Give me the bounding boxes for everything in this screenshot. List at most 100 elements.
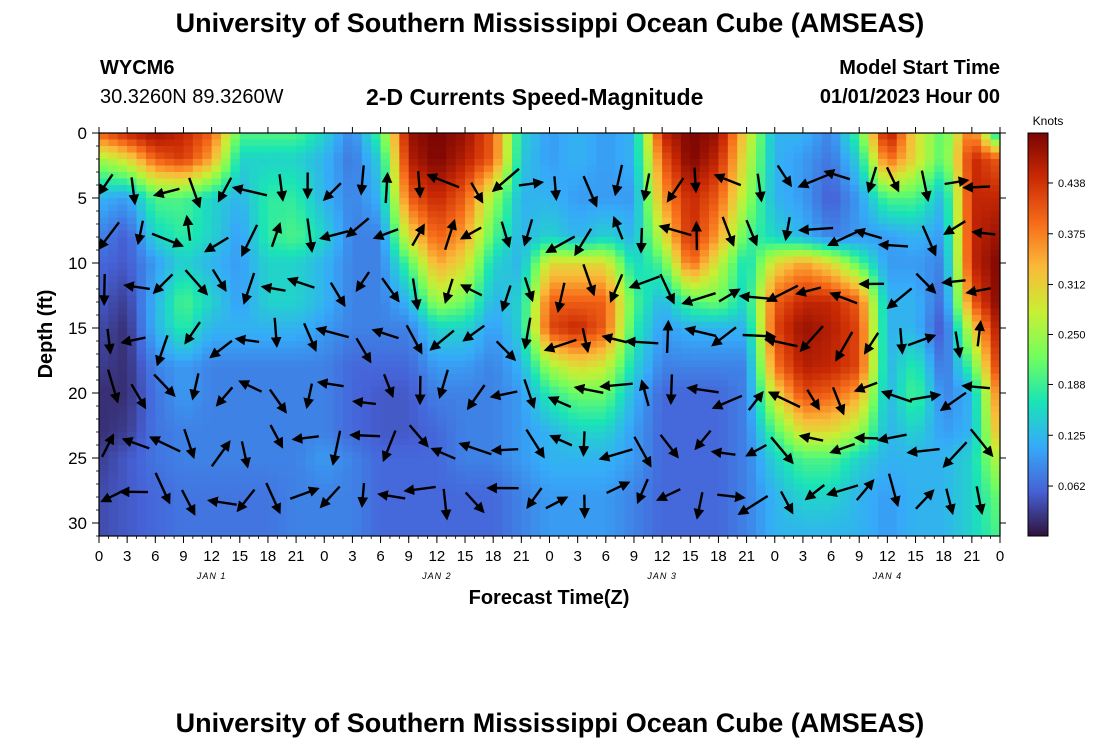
heatmap-cell xyxy=(662,315,673,323)
heatmap-cell xyxy=(652,367,663,375)
heatmap-cell xyxy=(474,419,485,427)
heatmap-cell xyxy=(831,276,842,284)
heatmap-cell xyxy=(511,425,522,433)
heatmap-cell xyxy=(108,523,119,531)
heatmap-cell xyxy=(145,367,156,375)
heatmap-cell xyxy=(652,295,663,303)
heatmap-cell xyxy=(784,191,795,199)
heatmap-cell xyxy=(427,276,438,284)
heatmap-cell xyxy=(446,185,457,193)
heatmap-cell xyxy=(765,302,776,310)
heatmap-cell xyxy=(164,399,175,407)
heatmap-cell xyxy=(286,341,297,349)
heatmap-cell xyxy=(343,386,354,394)
heatmap-cell xyxy=(784,308,795,316)
heatmap-cell xyxy=(549,490,560,498)
heatmap-cell xyxy=(474,230,485,238)
heatmap-cell xyxy=(633,224,644,232)
heatmap-cell xyxy=(380,464,391,472)
heatmap-cell xyxy=(755,308,766,316)
heatmap-cell xyxy=(709,471,720,479)
heatmap-cell xyxy=(831,464,842,472)
heatmap-cell xyxy=(108,204,119,212)
heatmap-cell xyxy=(530,146,541,154)
heatmap-cell xyxy=(784,497,795,505)
heatmap-cell xyxy=(812,159,823,167)
heatmap-cell xyxy=(296,133,307,141)
heatmap-cell xyxy=(296,451,307,459)
heatmap-cell xyxy=(352,347,363,355)
heatmap-cell xyxy=(164,243,175,251)
heatmap-cell xyxy=(587,373,598,381)
heatmap-cell xyxy=(145,510,156,518)
heatmap-cell xyxy=(136,406,147,414)
heatmap-cell xyxy=(793,269,804,277)
heatmap-cell xyxy=(145,165,156,173)
heatmap-cell xyxy=(671,302,682,310)
heatmap-cell xyxy=(549,523,560,531)
heatmap-cell xyxy=(455,354,466,362)
heatmap-cell xyxy=(155,393,166,401)
heatmap-cell xyxy=(624,269,635,277)
heatmap-cell xyxy=(108,224,119,232)
heatmap-cell xyxy=(587,347,598,355)
heatmap-cell xyxy=(483,276,494,284)
heatmap-cell xyxy=(192,146,203,154)
heatmap-cell xyxy=(540,276,551,284)
heatmap-cell xyxy=(324,146,335,154)
heatmap-cell xyxy=(333,341,344,349)
heatmap-cell xyxy=(530,334,541,342)
heatmap-cell xyxy=(465,373,476,381)
heatmap-cell xyxy=(389,308,400,316)
heatmap-cell xyxy=(709,484,720,492)
heatmap-cell xyxy=(361,191,372,199)
heatmap-cell xyxy=(192,315,203,323)
heatmap-cell xyxy=(793,503,804,511)
heatmap-cell xyxy=(511,217,522,225)
heatmap-cell xyxy=(605,399,616,407)
heatmap-cell xyxy=(314,432,325,440)
heatmap-cell xyxy=(371,529,382,536)
heatmap-cell xyxy=(174,159,185,167)
heatmap-cell xyxy=(540,497,551,505)
heatmap-cell xyxy=(680,399,691,407)
heatmap-cell xyxy=(314,269,325,277)
heatmap-cell xyxy=(127,146,138,154)
heatmap-cell xyxy=(605,406,616,414)
heatmap-cell xyxy=(192,347,203,355)
heatmap-cell xyxy=(784,282,795,290)
heatmap-cell xyxy=(821,269,832,277)
heatmap-cell xyxy=(690,341,701,349)
heatmap-cell xyxy=(117,185,128,193)
heatmap-cell xyxy=(568,302,579,310)
heatmap-cell xyxy=(568,237,579,245)
heatmap-cell xyxy=(136,419,147,427)
heatmap-cell xyxy=(493,380,504,388)
heatmap-cell xyxy=(511,438,522,446)
heatmap-cell xyxy=(502,159,513,167)
heatmap-cell xyxy=(652,224,663,232)
heatmap-cell xyxy=(746,367,757,375)
heatmap-cell xyxy=(427,139,438,147)
heatmap-cell xyxy=(258,399,269,407)
heatmap-cell xyxy=(568,139,579,147)
heatmap-cell xyxy=(211,263,222,271)
heatmap-cell xyxy=(446,302,457,310)
heatmap-cell xyxy=(352,217,363,225)
heatmap-cell xyxy=(690,425,701,433)
heatmap-cell xyxy=(755,172,766,180)
heatmap-cell xyxy=(286,490,297,498)
heatmap-cell xyxy=(483,133,494,141)
heatmap-cell xyxy=(202,263,213,271)
heatmap-cell xyxy=(108,289,119,297)
heatmap-cell xyxy=(784,516,795,524)
heatmap-cell xyxy=(821,282,832,290)
heatmap-cell xyxy=(493,412,504,420)
heatmap-cell xyxy=(333,133,344,141)
heatmap-cell xyxy=(183,399,194,407)
heatmap-cell xyxy=(239,133,250,141)
heatmap-cell xyxy=(680,354,691,362)
heatmap-cell xyxy=(465,165,476,173)
heatmap-cell xyxy=(727,250,738,258)
heatmap-cell xyxy=(117,269,128,277)
